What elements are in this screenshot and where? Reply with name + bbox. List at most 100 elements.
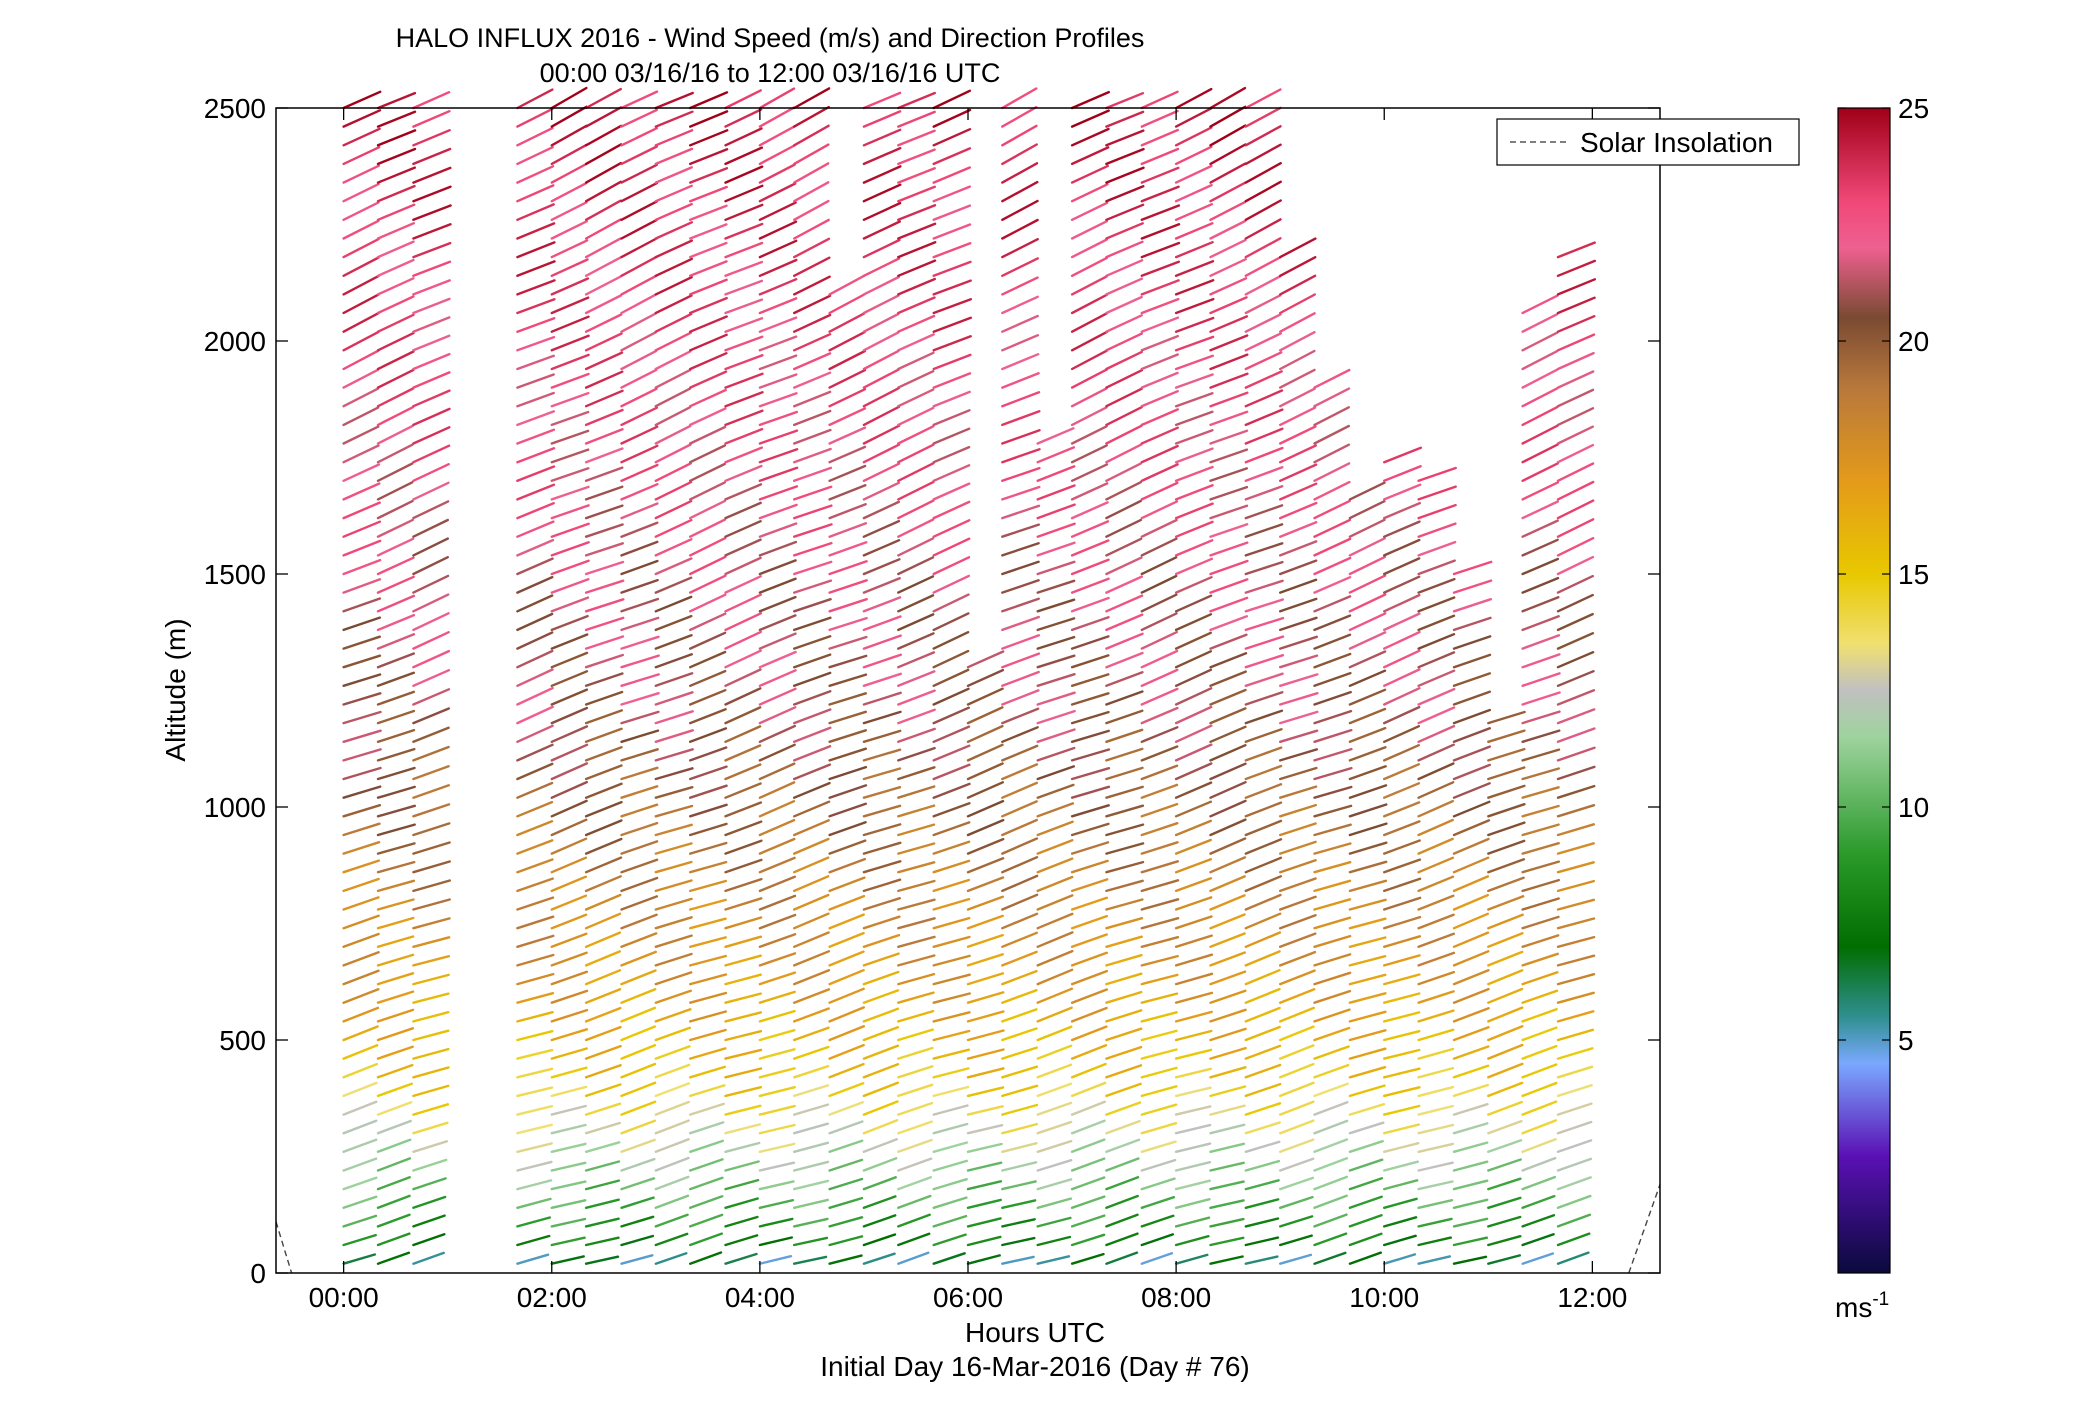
wind-barb — [1278, 1044, 1315, 1060]
wind-barb — [1278, 1157, 1315, 1172]
wind-barb — [1105, 91, 1145, 110]
wind-barb — [1209, 353, 1249, 371]
wind-barb — [584, 370, 624, 389]
wind-barb — [376, 1232, 411, 1247]
wind-barb — [1105, 424, 1143, 445]
wind-barb — [412, 352, 451, 371]
wind-barb — [1521, 500, 1560, 520]
wind-barb — [376, 953, 415, 967]
wind-barb — [828, 368, 867, 389]
wind-barb — [932, 482, 971, 501]
wind-barb — [1105, 499, 1142, 520]
wind-barb — [1140, 260, 1181, 277]
wind-barb — [654, 480, 693, 501]
wind-barb — [620, 729, 660, 743]
wind-barb — [1105, 1101, 1142, 1116]
wind-barb — [516, 279, 556, 296]
wind-barb — [1001, 124, 1038, 147]
wind-barb — [1070, 387, 1108, 408]
wind-barb — [793, 1160, 830, 1172]
wind-barb — [376, 842, 416, 855]
wind-barb — [1105, 259, 1144, 277]
wind-barb — [1348, 612, 1387, 632]
wind-barb — [1521, 576, 1560, 594]
wind-barb — [689, 333, 728, 352]
wind-barb — [1036, 949, 1074, 967]
wind-barb — [1036, 1235, 1072, 1247]
wind-barb — [724, 89, 762, 110]
wind-barb — [828, 1101, 864, 1116]
wind-barb — [1174, 1086, 1212, 1098]
wind-barb — [1001, 912, 1039, 930]
wind-barb — [654, 576, 693, 594]
wind-barb — [584, 504, 624, 520]
wind-barb — [793, 275, 831, 296]
wind-barb — [412, 389, 451, 408]
wind-barb — [966, 914, 1004, 930]
wind-barb — [1036, 446, 1076, 464]
wind-barb — [1452, 616, 1492, 632]
wind-barb — [1244, 838, 1283, 855]
wind-barb — [1174, 724, 1213, 743]
wind-barb — [1313, 823, 1352, 837]
wind-barb — [654, 368, 692, 389]
wind-barb — [584, 447, 624, 464]
wind-barb — [932, 1067, 970, 1079]
wind-barb — [862, 860, 902, 874]
wind-barb — [828, 913, 865, 930]
wind-barb — [1001, 856, 1039, 874]
wind-barb — [412, 1158, 448, 1172]
wind-barb — [1001, 950, 1038, 967]
wind-barb — [1001, 448, 1041, 464]
wind-barb — [1105, 1027, 1143, 1042]
wind-barb — [550, 932, 588, 948]
wind-barb — [1487, 821, 1526, 837]
wind-barb — [828, 503, 867, 520]
wind-barb — [1417, 1217, 1453, 1228]
wind-barb — [1070, 349, 1109, 371]
wind-barb — [1382, 1160, 1420, 1172]
wind-barb — [793, 428, 832, 445]
wind-barb — [342, 1195, 378, 1210]
wind-barb — [550, 780, 588, 799]
wind-barb — [550, 220, 588, 240]
wind-barb — [932, 556, 971, 576]
wind-barb — [1521, 596, 1560, 613]
wind-barb — [1036, 1082, 1073, 1098]
wind-barb — [1001, 1103, 1039, 1116]
wind-barb — [1140, 630, 1179, 650]
wind-barb — [1313, 406, 1351, 427]
wind-barb — [1278, 1234, 1313, 1247]
wind-barb — [550, 315, 590, 333]
wind-barb — [654, 804, 694, 818]
wind-barb — [1070, 109, 1110, 128]
wind-barb — [584, 1217, 620, 1228]
wind-barb — [376, 184, 416, 203]
wind-barb — [1382, 877, 1422, 893]
wind-barb — [862, 424, 901, 445]
wind-barb — [1417, 1085, 1455, 1098]
wind-barb — [1174, 1048, 1213, 1060]
wind-barb — [1209, 86, 1247, 110]
wind-barb — [1521, 350, 1559, 371]
wind-barb — [966, 706, 1004, 725]
wind-barb — [1209, 799, 1247, 818]
wind-barb — [758, 724, 797, 743]
wind-barb — [1244, 893, 1282, 911]
wind-barb — [758, 1067, 796, 1079]
wind-barb — [1382, 954, 1421, 967]
wind-barb — [862, 1062, 900, 1079]
wind-barb — [966, 1235, 1002, 1247]
wind-barb — [1209, 615, 1249, 632]
wind-barb — [1174, 126, 1213, 147]
wind-barb — [1348, 574, 1387, 594]
wind-barb — [654, 518, 693, 538]
wind-barb — [1278, 785, 1318, 799]
wind-barb — [1313, 1082, 1349, 1098]
wind-barb — [966, 1010, 1005, 1023]
wind-barb — [654, 221, 693, 240]
wind-barb — [1313, 1045, 1350, 1060]
wind-barb — [1209, 1066, 1247, 1079]
wind-barb — [376, 110, 417, 128]
wind-barb — [932, 744, 971, 762]
